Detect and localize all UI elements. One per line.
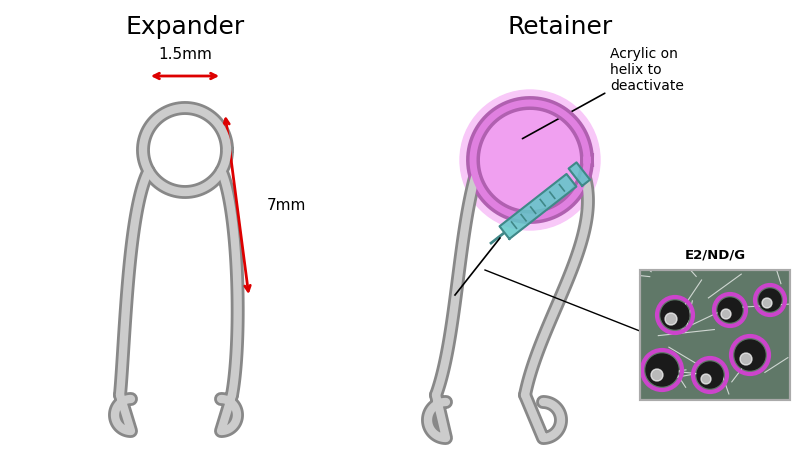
Circle shape [460, 90, 600, 230]
Text: Expander: Expander [126, 15, 245, 39]
Text: 7mm: 7mm [267, 197, 306, 212]
Circle shape [759, 289, 781, 311]
Circle shape [740, 353, 752, 365]
Circle shape [661, 301, 689, 329]
Text: Acrylic on
helix to
deactivate: Acrylic on helix to deactivate [522, 47, 684, 139]
Text: Retainer: Retainer [507, 15, 613, 39]
Circle shape [646, 354, 678, 386]
Circle shape [478, 108, 582, 212]
Text: E2/ND/G: E2/ND/G [685, 249, 746, 262]
Polygon shape [499, 174, 576, 239]
Circle shape [697, 362, 723, 388]
Circle shape [718, 298, 742, 322]
Circle shape [701, 374, 711, 384]
Bar [640, 270, 790, 400]
Circle shape [665, 313, 677, 325]
Circle shape [735, 340, 765, 370]
Text: 1.5mm: 1.5mm [158, 47, 212, 62]
Circle shape [762, 298, 772, 308]
Bar [640, 270, 790, 400]
Circle shape [721, 309, 731, 319]
Circle shape [651, 369, 663, 381]
Polygon shape [569, 162, 590, 186]
